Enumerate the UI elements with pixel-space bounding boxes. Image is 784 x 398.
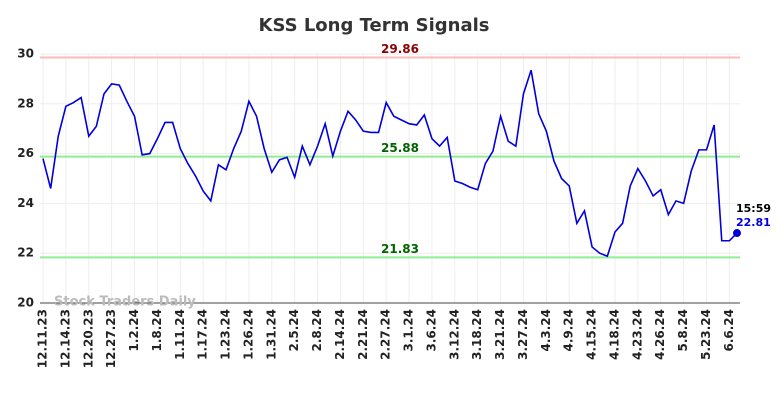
x-tick-label: 3.21.24 — [493, 309, 507, 360]
watermark: Stock Traders Daily — [54, 295, 196, 310]
x-tick-label: 6.6.24 — [722, 309, 736, 352]
y-tick-label: 30 — [17, 47, 34, 61]
x-tick-label: 4.26.24 — [653, 309, 667, 360]
x-tick-label: 2.21.24 — [356, 309, 370, 360]
y-tick-label: 24 — [17, 196, 34, 210]
x-tick-label: 5.8.24 — [676, 309, 690, 352]
x-tick-label: 12.27.23 — [104, 309, 118, 368]
x-tick-label: 4.23.24 — [630, 309, 644, 360]
x-tick-label: 1.17.24 — [196, 309, 210, 360]
x-tick-label: 1.11.24 — [173, 309, 187, 360]
x-tick-label: 4.15.24 — [585, 309, 599, 360]
x-tick-label: 1.31.24 — [264, 309, 278, 360]
x-tick-label: 4.9.24 — [562, 309, 576, 352]
x-tick-label: 12.14.23 — [58, 309, 72, 368]
y-tick-label: 28 — [17, 96, 34, 110]
x-tick-label: 3.27.24 — [516, 309, 530, 360]
price-line — [42, 69, 738, 258]
y-tick-label: 26 — [17, 146, 34, 160]
last-time: 15:59 — [736, 202, 771, 215]
last-value: 22.81 — [736, 216, 771, 229]
x-tick-label: 3.18.24 — [470, 309, 484, 360]
x-tick-label: 1.2.24 — [127, 309, 141, 352]
x-tick-label: 12.20.23 — [81, 309, 95, 368]
x-tick-label: 1.23.24 — [219, 309, 233, 360]
x-tick-label: 2.8.24 — [310, 309, 324, 352]
x-tick-label: 2.27.24 — [379, 309, 393, 360]
x-tick-label: 3.1.24 — [402, 309, 416, 352]
chart-title: KSS Long Term Signals — [259, 15, 490, 36]
signal-label: 25.88 — [381, 141, 419, 155]
x-tick-label: 4.3.24 — [539, 309, 553, 352]
y-tick-label: 20 — [17, 296, 34, 310]
x-tick-label: 1.8.24 — [150, 309, 164, 352]
x-tick-label: 3.12.24 — [447, 309, 461, 360]
x-tick-label: 3.6.24 — [424, 309, 438, 352]
last-point — [733, 229, 741, 238]
x-tick-label: 4.18.24 — [607, 309, 621, 360]
x-tick-label: 12.11.23 — [36, 309, 50, 368]
signal-label: 29.86 — [381, 42, 419, 56]
x-tick-label: 2.14.24 — [333, 309, 347, 360]
y-tick-label: 22 — [17, 246, 34, 260]
x-tick-label: 2.5.24 — [287, 309, 301, 352]
x-tick-label: 5.23.24 — [699, 309, 713, 360]
signal-label: 21.83 — [381, 242, 419, 256]
x-tick-label: 1.26.24 — [241, 309, 255, 360]
